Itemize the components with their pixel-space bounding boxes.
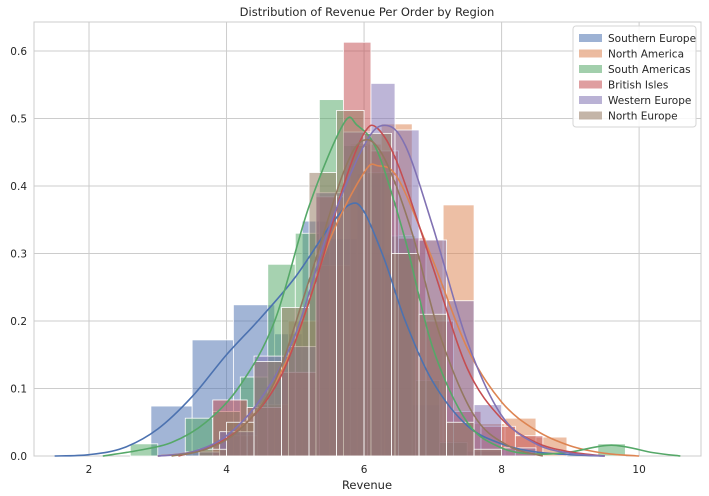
kde-lines [54, 116, 681, 457]
y-tick-label: 0.5 [10, 114, 27, 126]
y-tick-label: 0.4 [10, 181, 27, 193]
kde-line-4 [157, 124, 605, 457]
histogram-bar [473, 448, 502, 457]
legend-label: South Americas [608, 64, 691, 76]
x-tick-label: 8 [498, 464, 505, 476]
x-tick-label: 10 [632, 464, 645, 476]
legend-swatch [579, 65, 602, 73]
histogram-bars [129, 41, 626, 457]
histogram-bar [391, 253, 420, 457]
x-tick-labels: 2 4 6 8 10 [86, 464, 646, 476]
histogram-bar [308, 172, 337, 457]
histogram-bar [336, 110, 365, 457]
legend-swatch [579, 96, 602, 104]
chart-title: Distribution of Revenue Per Order by Reg… [240, 5, 495, 19]
legend-label: Western Europe [608, 95, 691, 107]
histogram-bar [226, 421, 255, 457]
y-tick-label: 0.2 [10, 316, 27, 328]
legend-label: North America [608, 49, 684, 61]
y-tick-label: 0.3 [10, 249, 27, 261]
x-tick-label: 2 [86, 464, 93, 476]
legend-swatch [579, 49, 602, 58]
legend-label: Southern Europe [608, 33, 696, 45]
kde-line-5 [171, 138, 544, 457]
legend-swatch [579, 80, 602, 89]
y-tick-label: 0.6 [10, 46, 27, 58]
legend: Southern Europe North America South Americ… [572, 25, 697, 128]
y-tick-label: 0.1 [10, 384, 27, 396]
legend-label: British Isles [608, 80, 668, 92]
histogram-bar [281, 307, 310, 457]
histogram-bar [418, 313, 447, 457]
legend-swatch [579, 111, 602, 120]
kde-line-0 [54, 202, 605, 457]
histogram-bar [473, 404, 502, 457]
x-axis-label: Revenue [342, 478, 392, 492]
legend-box [572, 25, 697, 128]
x-tick-label: 6 [361, 464, 368, 476]
legend-swatch [579, 34, 602, 42]
y-tick-labels: 0.0 0.1 0.2 0.3 0.4 0.5 0.6 [10, 46, 27, 463]
legend-label: North Europe [608, 111, 678, 123]
histogram-bar [363, 132, 392, 457]
x-tick-label: 4 [223, 464, 230, 476]
y-tick-label: 0.0 [10, 451, 27, 463]
